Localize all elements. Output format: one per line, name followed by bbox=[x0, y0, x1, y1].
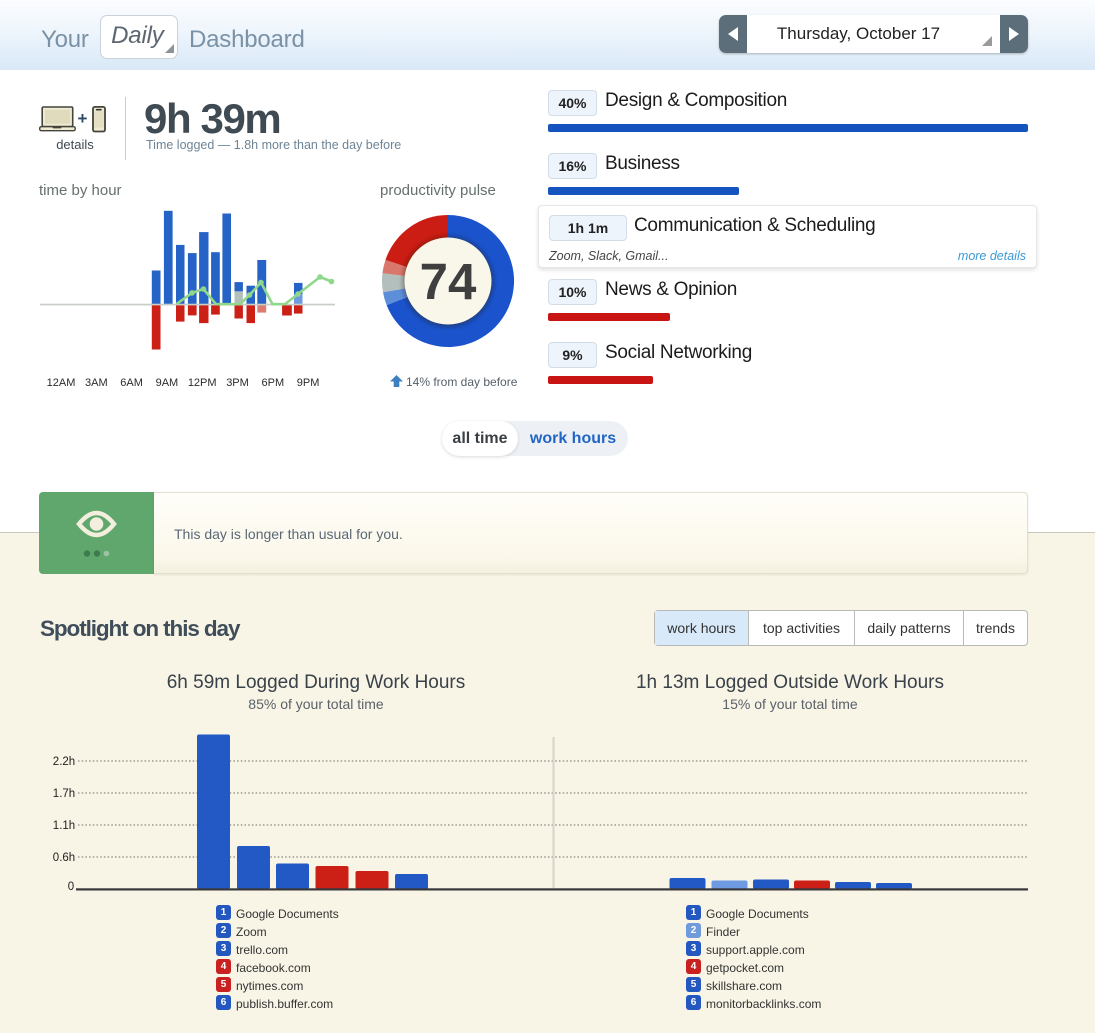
svg-text:6AM: 6AM bbox=[120, 377, 143, 389]
svg-text:1.1h: 1.1h bbox=[53, 820, 75, 832]
svg-text:0.6h: 0.6h bbox=[53, 852, 75, 864]
svg-text:12PM: 12PM bbox=[188, 377, 217, 389]
svg-text:6PM: 6PM bbox=[261, 377, 284, 389]
svg-text:9AM: 9AM bbox=[156, 377, 179, 389]
svg-text:3PM: 3PM bbox=[226, 377, 249, 389]
svg-text:2.2h: 2.2h bbox=[53, 756, 75, 768]
svg-text:+: + bbox=[78, 109, 88, 128]
svg-text:0: 0 bbox=[68, 881, 74, 893]
svg-text:12AM: 12AM bbox=[47, 377, 76, 389]
svg-text:3AM: 3AM bbox=[85, 377, 108, 389]
svg-text:74: 74 bbox=[420, 253, 477, 310]
svg-text:1.7h: 1.7h bbox=[53, 788, 75, 800]
svg-text:9PM: 9PM bbox=[297, 377, 320, 389]
